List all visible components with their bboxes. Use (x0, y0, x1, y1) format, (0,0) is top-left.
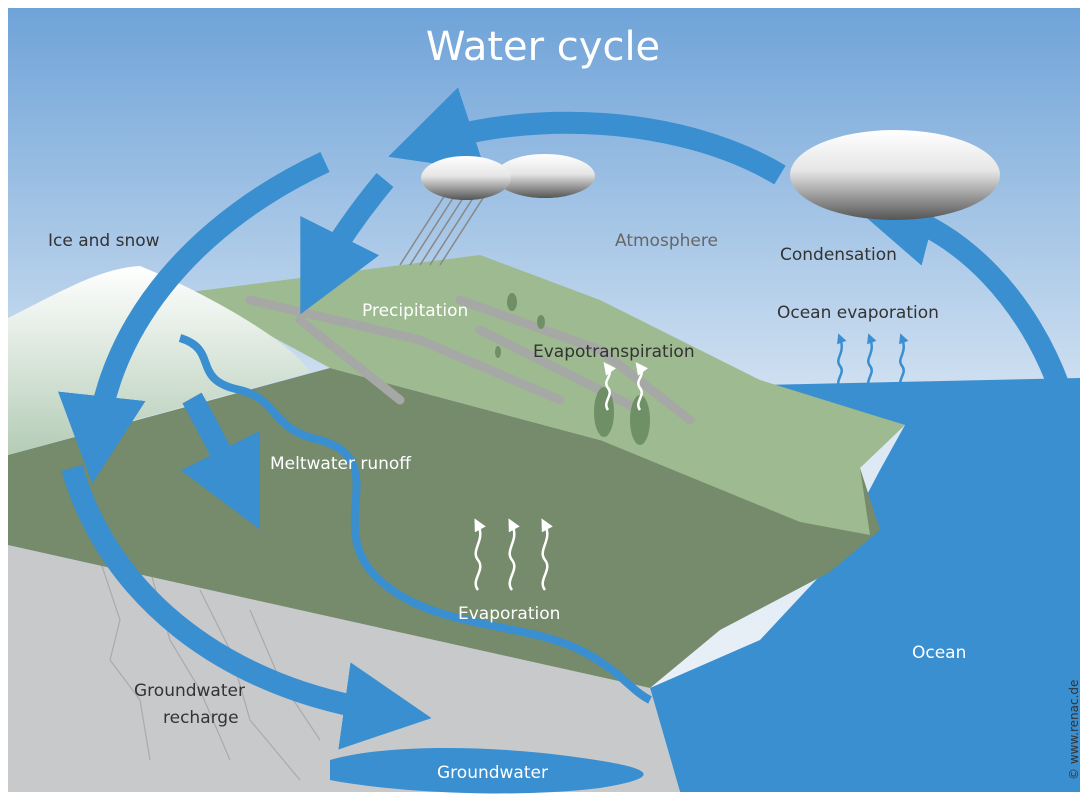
label: Evaporation (458, 604, 560, 624)
diagram: Water cycle Ice and snow Atmosphere Cond… (0, 0, 1087, 799)
label: Ocean (912, 643, 966, 663)
label: Condensation (780, 245, 897, 265)
label: Evapotranspiration (533, 342, 695, 362)
label: Atmosphere (615, 231, 718, 251)
label: Ice and snow (48, 231, 160, 251)
label: Precipitation (362, 301, 468, 321)
title: Water cycle (426, 24, 660, 70)
copyright: © www.renac.de (1067, 680, 1081, 780)
label: Meltwater runoff (270, 454, 412, 474)
label: Groundwater (134, 681, 245, 701)
label: recharge (163, 708, 239, 728)
label: Ocean evaporation (777, 303, 939, 323)
label: Groundwater (437, 763, 548, 783)
